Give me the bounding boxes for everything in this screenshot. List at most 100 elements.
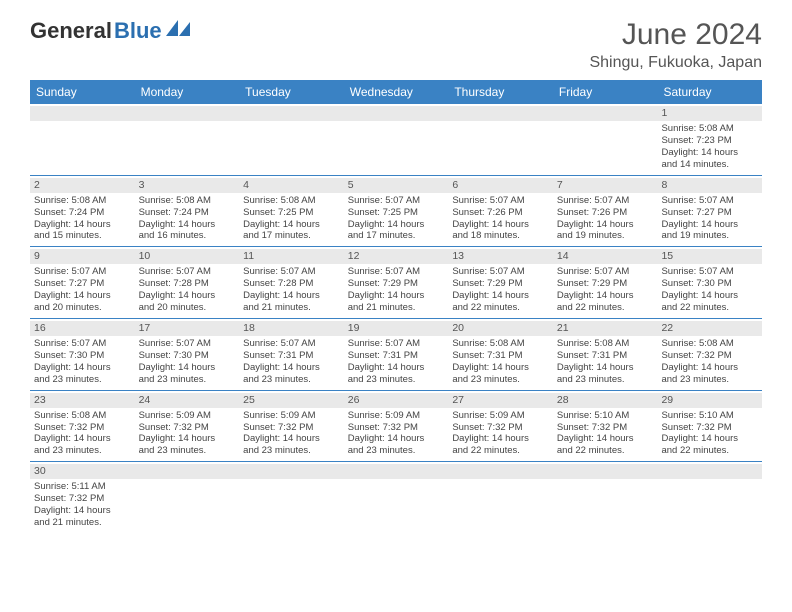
daylight-line-1: Daylight: 14 hours [34,362,131,374]
day-cell: 6Sunrise: 5:07 AMSunset: 7:26 PMDaylight… [448,176,553,247]
daylight-line-1: Daylight: 14 hours [661,362,758,374]
day-cell: 28Sunrise: 5:10 AMSunset: 7:32 PMDayligh… [553,391,658,462]
empty-cell [344,462,449,533]
sunrise-line: Sunrise: 5:08 AM [661,123,758,135]
day-cell: 7Sunrise: 5:07 AMSunset: 7:26 PMDaylight… [553,176,658,247]
month-title: June 2024 [589,18,762,52]
sunrise-line: Sunrise: 5:07 AM [661,195,758,207]
day-cell: 4Sunrise: 5:08 AMSunset: 7:25 PMDaylight… [239,176,344,247]
day-cell: 17Sunrise: 5:07 AMSunset: 7:30 PMDayligh… [135,319,240,390]
day-number: 27 [448,393,553,408]
week-row: 9Sunrise: 5:07 AMSunset: 7:27 PMDaylight… [30,247,762,319]
sunrise-line: Sunrise: 5:08 AM [34,410,131,422]
day-cell: 14Sunrise: 5:07 AMSunset: 7:29 PMDayligh… [553,247,658,318]
daylight-line-2: and 22 minutes. [557,302,654,314]
daylight-line-1: Daylight: 14 hours [557,362,654,374]
sunset-line: Sunset: 7:32 PM [243,422,340,434]
day-number: 8 [657,178,762,193]
daylight-line-2: and 23 minutes. [348,374,445,386]
day-number [135,106,240,121]
day-cell: 10Sunrise: 5:07 AMSunset: 7:28 PMDayligh… [135,247,240,318]
sunrise-line: Sunrise: 5:07 AM [348,266,445,278]
sunrise-line: Sunrise: 5:07 AM [348,338,445,350]
sunset-line: Sunset: 7:32 PM [452,422,549,434]
daylight-line-2: and 22 minutes. [661,445,758,457]
daylight-line-1: Daylight: 14 hours [139,362,236,374]
day-number: 17 [135,321,240,336]
sunrise-line: Sunrise: 5:07 AM [139,338,236,350]
sunset-line: Sunset: 7:25 PM [348,207,445,219]
day-header-cell: Friday [553,80,658,104]
sunrise-line: Sunrise: 5:09 AM [348,410,445,422]
day-cell: 5Sunrise: 5:07 AMSunset: 7:25 PMDaylight… [344,176,449,247]
empty-cell [448,104,553,175]
day-number [239,106,344,121]
sunset-line: Sunset: 7:32 PM [139,422,236,434]
day-cell: 18Sunrise: 5:07 AMSunset: 7:31 PMDayligh… [239,319,344,390]
day-number: 16 [30,321,135,336]
day-number [553,106,658,121]
day-header-cell: Monday [135,80,240,104]
day-number: 26 [344,393,449,408]
daylight-line-2: and 18 minutes. [452,230,549,242]
daylight-line-2: and 14 minutes. [661,159,758,171]
daylight-line-2: and 23 minutes. [557,374,654,386]
daylight-line-2: and 23 minutes. [139,374,236,386]
empty-cell [239,104,344,175]
empty-cell [239,462,344,533]
sunset-line: Sunset: 7:30 PM [661,278,758,290]
day-number: 10 [135,249,240,264]
daylight-line-2: and 15 minutes. [34,230,131,242]
day-header-cell: Saturday [657,80,762,104]
day-number [135,464,240,479]
daylight-line-1: Daylight: 14 hours [452,290,549,302]
sunrise-line: Sunrise: 5:07 AM [139,266,236,278]
sunset-line: Sunset: 7:31 PM [452,350,549,362]
day-cell: 13Sunrise: 5:07 AMSunset: 7:29 PMDayligh… [448,247,553,318]
day-number: 21 [553,321,658,336]
daylight-line-1: Daylight: 14 hours [243,219,340,231]
week-row: 1Sunrise: 5:08 AMSunset: 7:23 PMDaylight… [30,104,762,176]
daylight-line-2: and 21 minutes. [34,517,131,529]
day-cell: 12Sunrise: 5:07 AMSunset: 7:29 PMDayligh… [344,247,449,318]
day-number [657,464,762,479]
day-number: 1 [657,106,762,121]
logo-sail-icon [166,18,192,44]
day-number: 24 [135,393,240,408]
daylight-line-2: and 23 minutes. [348,445,445,457]
daylight-line-1: Daylight: 14 hours [34,290,131,302]
daylight-line-2: and 17 minutes. [243,230,340,242]
day-cell: 24Sunrise: 5:09 AMSunset: 7:32 PMDayligh… [135,391,240,462]
sunset-line: Sunset: 7:28 PM [243,278,340,290]
sunrise-line: Sunrise: 5:08 AM [139,195,236,207]
day-cell: 9Sunrise: 5:07 AMSunset: 7:27 PMDaylight… [30,247,135,318]
daylight-line-1: Daylight: 14 hours [243,362,340,374]
day-cell: 19Sunrise: 5:07 AMSunset: 7:31 PMDayligh… [344,319,449,390]
day-number: 11 [239,249,344,264]
daylight-line-1: Daylight: 14 hours [557,219,654,231]
header: GeneralBlue June 2024 Shingu, Fukuoka, J… [0,0,792,80]
sunset-line: Sunset: 7:24 PM [34,207,131,219]
day-cell: 23Sunrise: 5:08 AMSunset: 7:32 PMDayligh… [30,391,135,462]
week-row: 16Sunrise: 5:07 AMSunset: 7:30 PMDayligh… [30,319,762,391]
sunset-line: Sunset: 7:25 PM [243,207,340,219]
sunrise-line: Sunrise: 5:07 AM [557,195,654,207]
sunrise-line: Sunrise: 5:08 AM [243,195,340,207]
sunset-line: Sunset: 7:31 PM [243,350,340,362]
sunrise-line: Sunrise: 5:07 AM [34,338,131,350]
daylight-line-2: and 23 minutes. [452,374,549,386]
empty-cell [30,104,135,175]
day-cell: 3Sunrise: 5:08 AMSunset: 7:24 PMDaylight… [135,176,240,247]
sunrise-line: Sunrise: 5:08 AM [452,338,549,350]
sunrise-line: Sunrise: 5:09 AM [452,410,549,422]
sunset-line: Sunset: 7:29 PM [452,278,549,290]
sunset-line: Sunset: 7:23 PM [661,135,758,147]
day-cell: 27Sunrise: 5:09 AMSunset: 7:32 PMDayligh… [448,391,553,462]
sunrise-line: Sunrise: 5:07 AM [661,266,758,278]
daylight-line-2: and 22 minutes. [557,445,654,457]
sunrise-line: Sunrise: 5:11 AM [34,481,131,493]
daylight-line-2: and 20 minutes. [139,302,236,314]
title-block: June 2024 Shingu, Fukuoka, Japan [589,18,762,72]
week-row: 30Sunrise: 5:11 AMSunset: 7:32 PMDayligh… [30,462,762,533]
daylight-line-2: and 20 minutes. [34,302,131,314]
